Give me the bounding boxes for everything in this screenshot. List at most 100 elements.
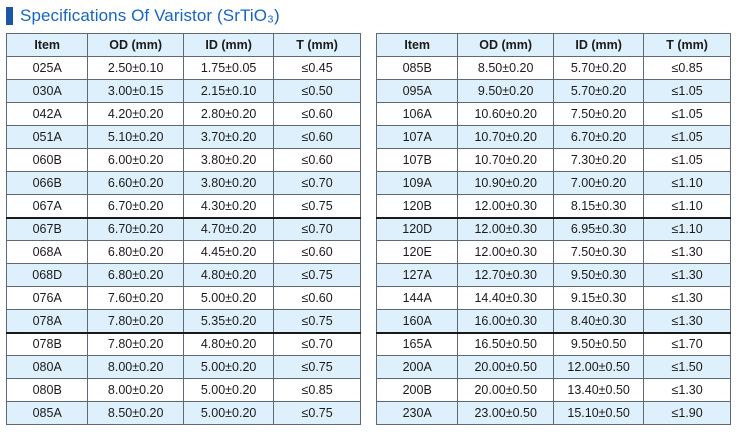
cell-t: ≤0.70 (273, 171, 361, 195)
cell-item: 144A (375, 286, 459, 310)
table-row: 160A 16.00±0.30 8.40±0.30 ≤1.30 (375, 309, 731, 334)
cell-od: 10.70±0.20 (457, 125, 554, 149)
cell-id: 5.35±0.20 (182, 309, 275, 334)
cell-id: 9.15±0.30 (552, 286, 645, 310)
cell-od: 14.40±0.30 (457, 286, 554, 310)
cell-id: 2.80±0.20 (182, 102, 275, 126)
cell-item: 107A (375, 125, 459, 149)
cell-t: ≤1.50 (643, 355, 731, 379)
table-row: 068D 6.80±0.20 4.80±0.20 ≤0.75 (5, 263, 361, 287)
cell-item: 085B (375, 56, 459, 80)
table-row: 200A 20.00±0.50 12.00±0.50 ≤1.50 (375, 355, 731, 379)
cell-od: 9.50±0.20 (457, 79, 554, 103)
cell-od: 8.00±0.20 (87, 378, 184, 402)
cell-item: 080A (5, 355, 89, 379)
table-row: 030A 3.00±0.15 2.15±0.10 ≤0.50 (5, 79, 361, 103)
cell-t: ≤0.60 (273, 125, 361, 149)
table-row: 085A 8.50±0.20 5.00±0.20 ≤0.75 (5, 401, 361, 425)
cell-id: 7.50±0.20 (552, 102, 645, 126)
cell-t: ≤0.60 (273, 286, 361, 310)
cell-t: ≤0.60 (273, 240, 361, 264)
cell-item: 078B (5, 332, 89, 356)
column-header: OD (mm) (457, 33, 554, 57)
table-row: 200B 20.00±0.50 13.40±0.50 ≤1.30 (375, 378, 731, 402)
cell-od: 12.00±0.30 (457, 194, 554, 219)
cell-t: ≤0.75 (273, 309, 361, 334)
table-row: 067B 6.70±0.20 4.70±0.20 ≤0.70 (5, 217, 361, 241)
cell-od: 6.80±0.20 (87, 263, 184, 287)
cell-id: 15.10±0.50 (552, 401, 645, 425)
column-header: Item (5, 33, 89, 57)
title-accent-bar (6, 7, 13, 25)
cell-id: 7.30±0.20 (552, 148, 645, 172)
cell-t: ≤0.60 (273, 102, 361, 126)
cell-od: 4.20±0.20 (87, 102, 184, 126)
cell-t: ≤1.05 (643, 125, 731, 149)
cell-od: 3.00±0.15 (87, 79, 184, 103)
cell-id: 9.50±0.50 (552, 332, 645, 356)
cell-id: 5.70±0.20 (552, 56, 645, 80)
table-row: 107A 10.70±0.20 6.70±0.20 ≤1.05 (375, 125, 731, 149)
cell-item: 042A (5, 102, 89, 126)
cell-id: 7.50±0.30 (552, 240, 645, 264)
table-row: 127A 12.70±0.30 9.50±0.30 ≤1.30 (375, 263, 731, 287)
table-row: 109A 10.90±0.20 7.00±0.20 ≤1.10 (375, 171, 731, 195)
cell-item: 076A (5, 286, 89, 310)
table-row: 076A 7.60±0.20 5.00±0.20 ≤0.60 (5, 286, 361, 310)
cell-t: ≤1.30 (643, 286, 731, 310)
table-row: 085B 8.50±0.20 5.70±0.20 ≤0.85 (375, 56, 731, 80)
spec-tables: Item OD (mm) ID (mm) T (mm) 025A 2.50±0.10 1.7… (5, 33, 732, 425)
cell-id: 5.00±0.20 (182, 355, 275, 379)
table-row: 120E 12.00±0.30 7.50±0.30 ≤1.30 (375, 240, 731, 264)
column-header: ID (mm) (182, 33, 275, 57)
cell-od: 12.00±0.30 (457, 240, 554, 264)
page-title-text: Specifications Of Varistor (SrTiO₃) (20, 6, 280, 25)
table-row: 078A 7.80±0.20 5.35±0.20 ≤0.75 (5, 309, 361, 334)
cell-od: 6.80±0.20 (87, 240, 184, 264)
cell-item: 127A (375, 263, 459, 287)
cell-t: ≤1.30 (643, 263, 731, 287)
header-row: Item OD (mm) ID (mm) T (mm) (5, 33, 361, 57)
cell-t: ≤1.30 (643, 309, 731, 334)
cell-id: 6.95±0.30 (552, 217, 645, 241)
cell-t: ≤1.10 (643, 217, 731, 241)
cell-t: ≤1.05 (643, 102, 731, 126)
cell-item: 025A (5, 56, 89, 80)
cell-t: ≤1.05 (643, 148, 731, 172)
cell-od: 10.70±0.20 (457, 148, 554, 172)
cell-id: 2.15±0.10 (182, 79, 275, 103)
cell-item: 030A (5, 79, 89, 103)
table-row: 144A 14.40±0.30 9.15±0.30 ≤1.30 (375, 286, 731, 310)
cell-id: 6.70±0.20 (552, 125, 645, 149)
cell-od: 8.00±0.20 (87, 355, 184, 379)
cell-t: ≤0.70 (273, 217, 361, 241)
table-row: 042A 4.20±0.20 2.80±0.20 ≤0.60 (5, 102, 361, 126)
cell-item: 120E (375, 240, 459, 264)
table-row: 066B 6.60±0.20 3.80±0.20 ≤0.70 (5, 171, 361, 195)
cell-t: ≤1.90 (643, 401, 731, 425)
cell-od: 16.50±0.50 (457, 332, 554, 356)
cell-id: 5.00±0.20 (182, 286, 275, 310)
table-row: 120B 12.00±0.30 8.15±0.30 ≤1.10 (375, 194, 731, 219)
page-title: Specifications Of Varistor (SrTiO₃) (6, 5, 732, 27)
table-row: 051A 5.10±0.20 3.70±0.20 ≤0.60 (5, 125, 361, 149)
header-row: Item OD (mm) ID (mm) T (mm) (375, 33, 731, 57)
column-header: ID (mm) (552, 33, 645, 57)
cell-t: ≤0.70 (273, 332, 361, 356)
cell-item: 109A (375, 171, 459, 195)
cell-t: ≤0.75 (273, 401, 361, 425)
cell-id: 3.80±0.20 (182, 148, 275, 172)
table-row: 080B 8.00±0.20 5.00±0.20 ≤0.85 (5, 378, 361, 402)
table-row: 025A 2.50±0.10 1.75±0.05 ≤0.45 (5, 56, 361, 80)
cell-item: 068D (5, 263, 89, 287)
table-row: 080A 8.00±0.20 5.00±0.20 ≤0.75 (5, 355, 361, 379)
cell-od: 20.00±0.50 (457, 378, 554, 402)
cell-item: 095A (375, 79, 459, 103)
cell-id: 1.75±0.05 (182, 56, 275, 80)
cell-item: 160A (375, 309, 459, 334)
cell-t: ≤1.30 (643, 240, 731, 264)
cell-od: 7.60±0.20 (87, 286, 184, 310)
cell-item: 200A (375, 355, 459, 379)
cell-od: 23.00±0.50 (457, 401, 554, 425)
table-row: 068A 6.80±0.20 4.45±0.20 ≤0.60 (5, 240, 361, 264)
